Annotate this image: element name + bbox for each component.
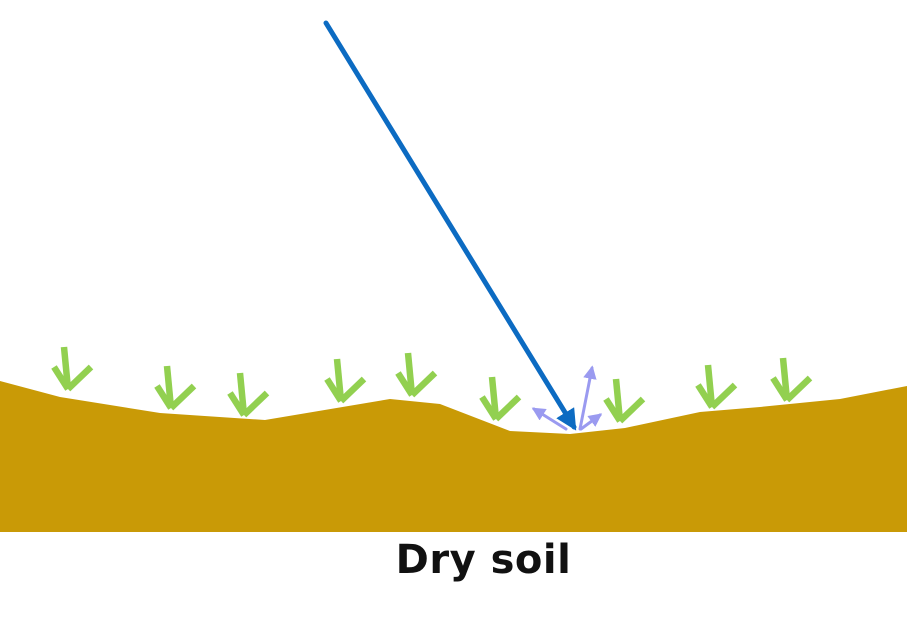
plant-sprout-icon [324, 358, 367, 404]
plant-sprout-icon [695, 364, 738, 410]
scatter-arrow-up [578, 365, 597, 431]
plant-sprout-icon [479, 376, 522, 422]
plant-sprout-icon [154, 365, 197, 411]
plants [51, 346, 813, 424]
plant-sprout-icon [227, 372, 270, 418]
scatter-arrow-right [579, 413, 603, 431]
plant-sprout-icon [603, 378, 646, 424]
plant-sprout-icon [770, 357, 813, 403]
plant-sprout-icon [395, 352, 438, 398]
diagram-caption: Dry soil [395, 537, 572, 583]
soil-body [0, 381, 907, 532]
plant-sprout-icon [51, 346, 94, 392]
incoming-radiation-arrow [323, 20, 577, 431]
scatter-arrow-left [531, 407, 568, 431]
